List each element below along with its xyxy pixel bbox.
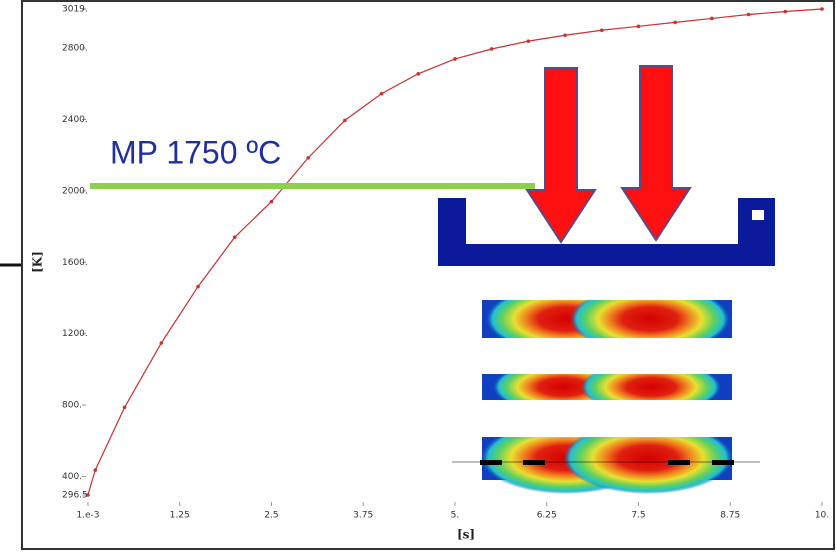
x-tick-label: 1.25 [170,511,190,521]
y-tick-label: 2800. [62,44,88,54]
point [453,57,457,61]
y-tick-label: 2000. [62,186,88,196]
point [600,28,604,32]
y-tick-label: 1600. [62,258,88,268]
inset-bar [438,280,775,358]
chart: MP 1750 ºC [s] [K] 296.5 400. 800. 1200. 160… [0,0,836,551]
x-tick-label: 3.75 [353,511,373,521]
point [306,156,310,160]
x-axis-label: [s] [457,528,475,542]
point [196,285,200,289]
point [637,25,641,29]
point [343,119,347,123]
y-axis-label: [K] [31,251,45,273]
x-tick-label: 5. [451,511,460,521]
point [416,72,420,76]
y-tick-label: 2400. [62,115,88,125]
inset-notch [466,222,478,232]
y-tick-label: 400. [62,472,82,482]
point [380,92,384,96]
point [490,47,494,51]
point [820,7,824,11]
x-tick-label: 7.5 [631,511,645,521]
point [673,21,677,25]
point [270,200,274,204]
y-tick-label: 1200. [62,329,88,339]
inset-notch [752,210,764,220]
point [233,235,237,239]
x-tick-label: 8.75 [720,511,740,521]
point [747,13,751,17]
point [160,341,164,345]
point [527,39,531,43]
x-tick-label: 10. [815,511,829,521]
x-tick-label: 1.e-3 [76,511,99,521]
point [710,17,714,21]
x-tick-label: 6.25 [537,511,557,521]
point [123,405,127,409]
point [93,468,97,472]
x-tick-label: 2.5 [264,511,278,521]
y-tick-label: 3019. [62,5,88,15]
point [563,33,567,37]
annotation: MP 1750 ºC [110,134,281,170]
y-tick-label: 296.5 [62,491,88,501]
point [783,10,787,14]
y-tick-label: 800. [62,401,82,411]
